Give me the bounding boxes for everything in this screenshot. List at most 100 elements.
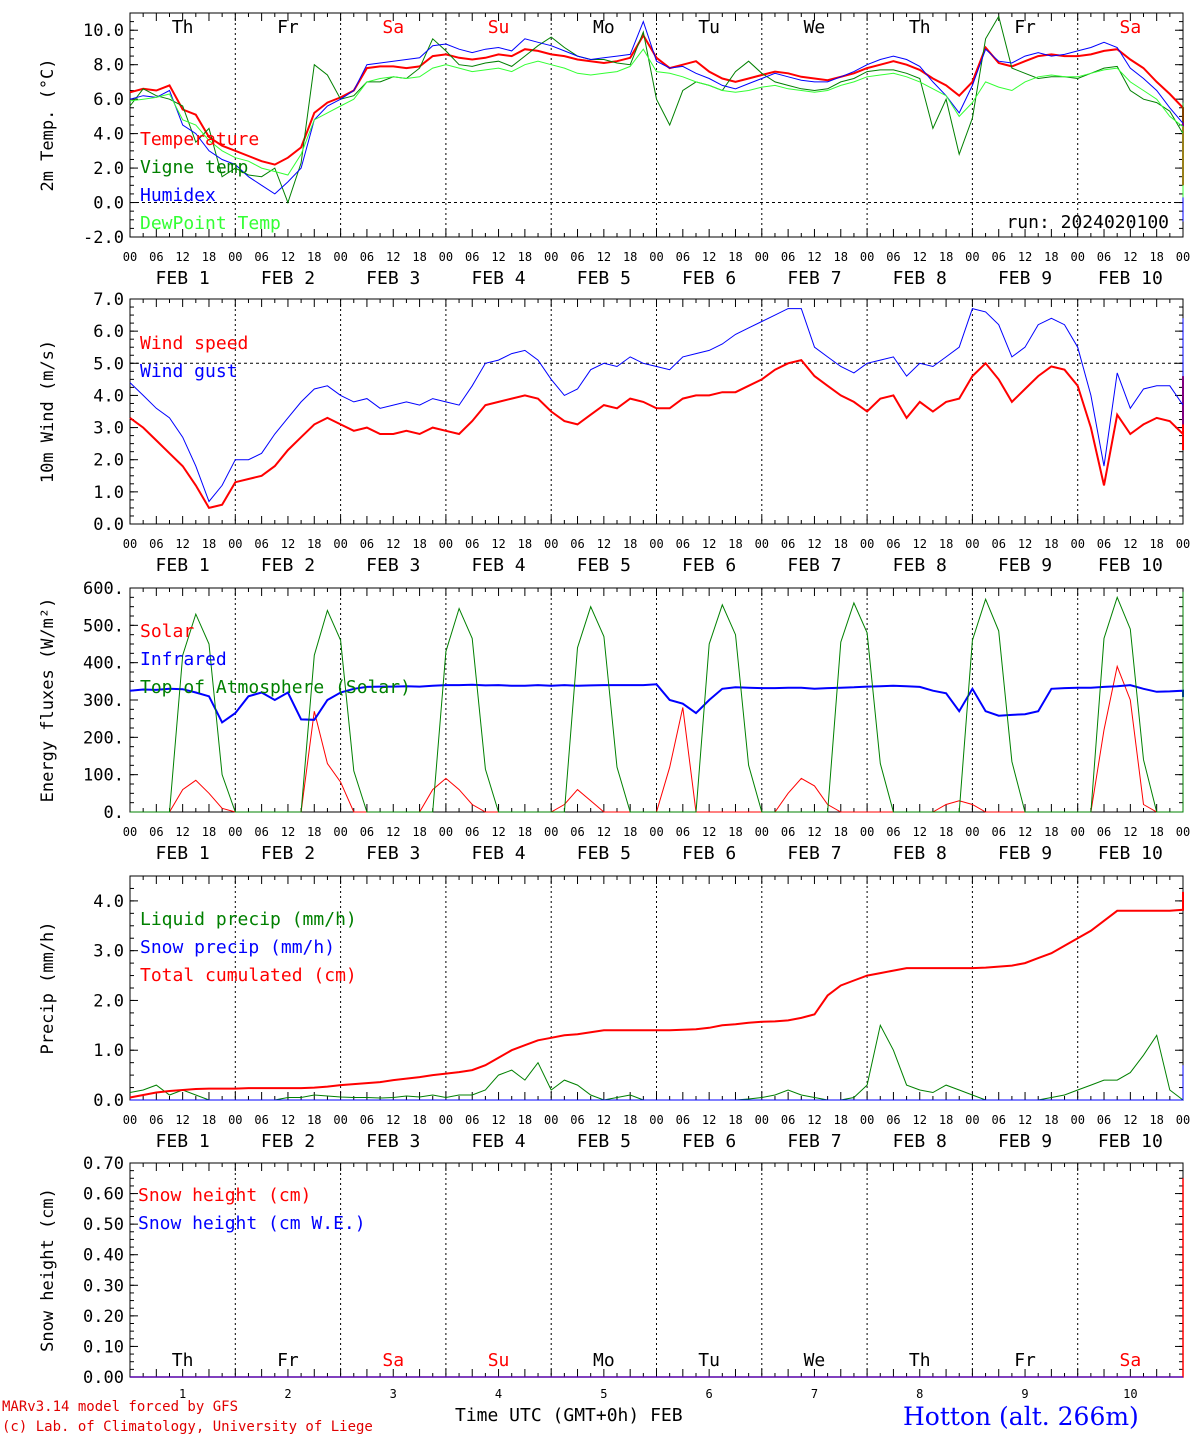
date-label: FEB 6 [682, 1131, 736, 1152]
y-tick-label: 4.0 [93, 386, 124, 406]
hour-tick-label: 06 [886, 250, 900, 264]
hour-tick-label: 18 [518, 537, 532, 551]
date-label: FEB 4 [471, 843, 525, 864]
legend-entry: Solar [140, 621, 194, 642]
hour-tick-label: 12 [597, 825, 611, 839]
y-tick-label: 1.0 [93, 1041, 124, 1061]
hour-tick-label: 18 [1149, 1113, 1163, 1127]
y-tick-label: 0. [104, 803, 124, 823]
hour-tick-label: 12 [386, 825, 400, 839]
hour-tick-label: 12 [702, 825, 716, 839]
hour-tick-label: 00 [333, 250, 347, 264]
hour-tick-label: 06 [465, 825, 479, 839]
day-number-label: 6 [706, 1387, 713, 1401]
hour-tick-label: 18 [1044, 1113, 1058, 1127]
date-label: FEB 9 [998, 555, 1052, 576]
hour-tick-label: 18 [728, 537, 742, 551]
y-axis-title: Energy fluxes (W/m²) [38, 598, 58, 803]
hour-tick-label: 06 [676, 825, 690, 839]
y-axis-title: 10m Wind (m/s) [38, 340, 58, 483]
hour-tick-label: 18 [834, 537, 848, 551]
hour-tick-label: 06 [886, 825, 900, 839]
day-number-label: 1 [179, 1387, 186, 1401]
hour-tick-label: 18 [1149, 825, 1163, 839]
hour-tick-label: 18 [202, 250, 216, 264]
series-line-humidex [129, 20, 1184, 222]
hour-tick-label: 00 [439, 250, 453, 264]
hour-tick-label: 18 [939, 250, 953, 264]
y-tick-label: 0.0 [93, 194, 124, 214]
temp-panel: -2.0 0.0 2.0 4.0 6.0 8.0 10.0 2m Temp. (°C) Temp… [38, 12, 1190, 289]
hour-tick-label: 00 [228, 537, 242, 551]
hour-tick-label: 00 [439, 825, 453, 839]
hour-tick-label: 18 [1149, 537, 1163, 551]
hour-tick-label: 06 [886, 1113, 900, 1127]
hour-tick-label: 12 [491, 1113, 505, 1127]
hour-tick-label: 12 [175, 537, 189, 551]
hour-tick-label: 06 [149, 1113, 163, 1127]
hour-tick-label: 12 [597, 1113, 611, 1127]
y-tick-label: 200. [83, 728, 124, 748]
hour-tick-label: 06 [570, 825, 584, 839]
date-label: FEB 6 [682, 268, 736, 289]
hour-tick-label: 12 [913, 250, 927, 264]
hour-tick-label: 18 [412, 537, 426, 551]
day-name-label: Fr [1014, 1350, 1036, 1371]
day-name-label: Th [909, 1350, 931, 1371]
date-label: FEB 8 [893, 843, 947, 864]
hour-tick-label: 18 [307, 250, 321, 264]
hour-tick-label: 00 [860, 537, 874, 551]
series-line-snow-precip-mm-h- [130, 1065, 1184, 1101]
y-tick-label: 600. [83, 579, 124, 599]
hour-tick-label: 00 [544, 250, 558, 264]
y-tick-label: -2.0 [83, 228, 124, 248]
date-label: FEB 5 [577, 268, 631, 289]
day-name-label: Sa [382, 1350, 404, 1371]
hour-tick-label: 12 [491, 825, 505, 839]
hour-tick-label: 18 [939, 537, 953, 551]
hour-tick-label: 06 [991, 537, 1005, 551]
hour-tick-label: 18 [623, 825, 637, 839]
hour-tick-label: 12 [913, 825, 927, 839]
hour-tick-label: 12 [175, 250, 189, 264]
date-label: FEB 4 [471, 555, 525, 576]
x-axis-title: Time UTC (GMT+0h) FEB [455, 1405, 683, 1426]
hour-tick-label: 00 [228, 825, 242, 839]
hour-tick-label: 00 [228, 1113, 242, 1127]
date-label: FEB 1 [156, 1131, 210, 1152]
hour-tick-label: 18 [623, 250, 637, 264]
hour-tick-label: 12 [1018, 1113, 1032, 1127]
hour-tick-label: 00 [333, 825, 347, 839]
y-tick-label: 4.0 [93, 892, 124, 912]
date-label: FEB 7 [787, 843, 841, 864]
hour-tick-label: 12 [913, 1113, 927, 1127]
hour-tick-label: 00 [544, 537, 558, 551]
hour-tick-label: 12 [597, 250, 611, 264]
hour-tick-label: 00 [860, 250, 874, 264]
hour-tick-label: 06 [254, 250, 268, 264]
series-line-dewpoint-temp [129, 48, 1184, 198]
hour-tick-label: 00 [965, 1113, 979, 1127]
series-line-wind-speed [129, 358, 1184, 510]
day-number-label: 4 [495, 1387, 502, 1401]
date-label: FEB 3 [366, 843, 420, 864]
hour-tick-label: 12 [175, 825, 189, 839]
hour-tick-label: 06 [149, 537, 163, 551]
hour-tick-label: 12 [175, 1113, 189, 1127]
hour-tick-label: 12 [491, 537, 505, 551]
hour-tick-label: 00 [1176, 825, 1190, 839]
precip-panel: 0.0 1.0 2.0 3.0 4.0 Precip (mm/h) Liquid preci… [38, 875, 1190, 1152]
hour-tick-label: 12 [386, 250, 400, 264]
date-label: FEB 3 [366, 1131, 420, 1152]
hour-tick-label: 00 [123, 537, 137, 551]
series-line-temperature [129, 33, 1184, 186]
hour-tick-label: 12 [1123, 537, 1137, 551]
date-label: FEB 3 [366, 268, 420, 289]
hour-tick-label: 12 [386, 537, 400, 551]
y-tick-label: 2.0 [93, 451, 124, 471]
date-label: FEB 3 [366, 555, 420, 576]
hour-tick-label: 00 [755, 1113, 769, 1127]
date-label: FEB 9 [998, 1131, 1052, 1152]
hour-tick-label: 00 [1070, 537, 1084, 551]
date-label: FEB 9 [998, 843, 1052, 864]
